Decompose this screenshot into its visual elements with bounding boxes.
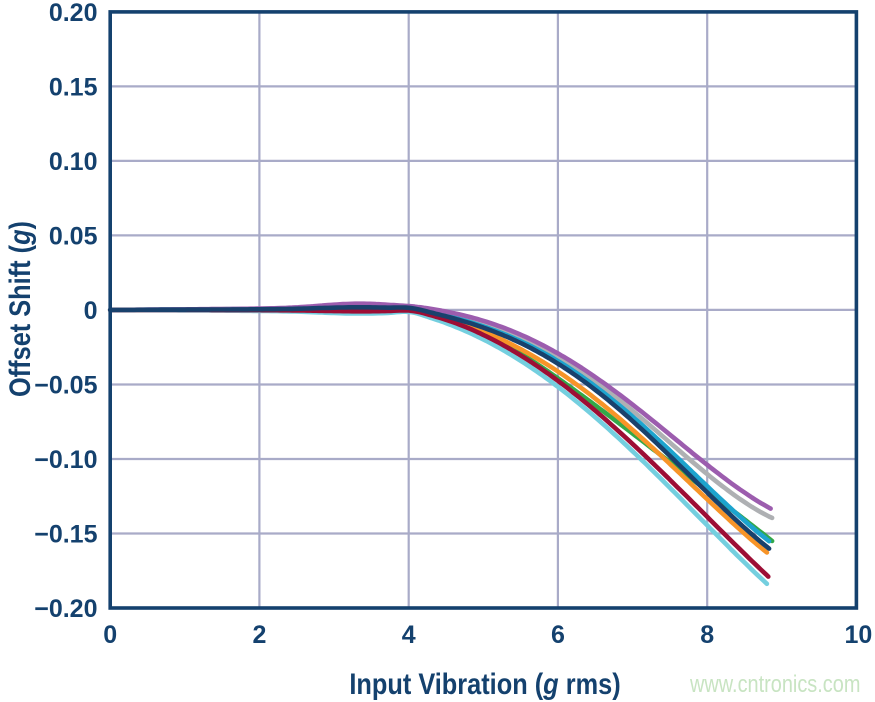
svg-text:−0.20: −0.20 <box>34 595 97 623</box>
svg-text:0: 0 <box>84 297 98 325</box>
svg-text:0.05: 0.05 <box>49 222 98 250</box>
svg-text:2: 2 <box>252 621 266 649</box>
svg-text:−0.05: −0.05 <box>34 372 97 400</box>
svg-text:0: 0 <box>103 621 117 649</box>
svg-text:www.cntronics.com: www.cntronics.com <box>689 670 860 697</box>
svg-text:−0.15: −0.15 <box>34 521 97 549</box>
svg-text:−0.10: −0.10 <box>34 446 97 474</box>
svg-text:4: 4 <box>402 621 416 649</box>
svg-text:0.15: 0.15 <box>49 73 98 101</box>
svg-text:0.20: 0.20 <box>49 0 98 27</box>
svg-text:0.10: 0.10 <box>49 148 98 176</box>
svg-text:Input Vibration (g rms): Input Vibration (g rms) <box>349 667 620 700</box>
svg-text:6: 6 <box>551 621 565 649</box>
svg-text:Offset Shift (g): Offset Shift (g) <box>3 221 36 397</box>
svg-text:10: 10 <box>844 621 872 649</box>
svg-text:8: 8 <box>700 621 714 649</box>
